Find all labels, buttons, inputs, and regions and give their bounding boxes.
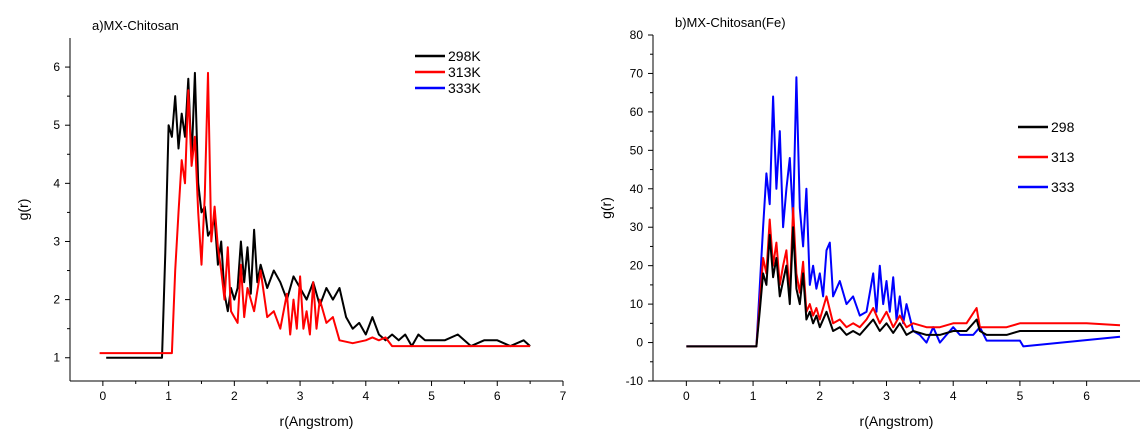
y-tick-label: 70: [630, 66, 644, 80]
y-tick-label: 5: [53, 118, 60, 132]
y-tick-label: 2: [53, 293, 60, 307]
legend-label-333k: 333K: [448, 80, 481, 96]
y-tick-label: 6: [53, 60, 60, 74]
y-axis-label: g(r): [598, 197, 614, 219]
series-line-333: [686, 76, 1121, 348]
x-tick-label: 4: [950, 389, 957, 403]
y-tick-label: 10: [630, 297, 644, 311]
y-tick-label: 20: [630, 259, 644, 273]
x-tick-label: 5: [1017, 389, 1024, 403]
chart-title: a)MX-Chitosan: [92, 18, 179, 33]
y-tick-label: 4: [53, 176, 60, 190]
y-tick-label: 0: [636, 336, 643, 350]
y-tick-label: 60: [630, 105, 644, 119]
legend-label-333: 333: [1051, 179, 1075, 195]
y-tick-label: 40: [630, 182, 644, 196]
x-axis-label: r(Angstrom): [280, 413, 354, 429]
legend-label-298: 298: [1051, 119, 1075, 135]
y-tick-label: -10: [626, 374, 644, 388]
legend-label-298k: 298K: [448, 48, 481, 64]
x-tick-label: 4: [362, 389, 369, 403]
y-tick-label: 1: [53, 351, 60, 365]
x-tick-label: 1: [750, 389, 757, 403]
x-axis-label: r(Angstrom): [860, 413, 934, 429]
x-tick-label: 0: [100, 389, 107, 403]
y-tick-label: 50: [630, 143, 644, 157]
panel-b: 0 1 2 3 4 5 6 -10 0 10 20 30 40 50 60 70 80 b)MX-Chitosan…: [598, 15, 1140, 429]
x-tick-label: 2: [231, 389, 238, 403]
series-line-313: [686, 207, 1121, 348]
x-tick-label: 7: [560, 389, 567, 403]
series-line-298: [686, 226, 1120, 348]
y-tick-label: 3: [53, 234, 60, 248]
series-line-313k: [99, 71, 531, 355]
x-tick-label: 3: [883, 389, 890, 403]
chart-title: b)MX-Chitosan(Fe): [675, 15, 786, 30]
x-tick-label: 1: [165, 389, 172, 403]
legend-label-313k: 313K: [448, 64, 481, 80]
x-tick-label: 3: [297, 389, 304, 403]
y-tick-label: 30: [630, 220, 644, 234]
legend-label-313: 313: [1051, 149, 1075, 165]
x-tick-label: 6: [1083, 389, 1090, 403]
series-line-298k: [106, 71, 531, 359]
y-axis-label: g(r): [15, 199, 31, 221]
panel-a: 0 1 2 3 4 5 6 7 1 2 3 4 5 6 a)MX-Chitosan r(Angstrom) g(…: [15, 18, 567, 429]
x-tick-label: 0: [683, 389, 690, 403]
x-tick-label: 6: [494, 389, 501, 403]
y-tick-label: 80: [630, 28, 644, 42]
x-tick-label: 2: [816, 389, 823, 403]
x-tick-label: 5: [428, 389, 435, 403]
